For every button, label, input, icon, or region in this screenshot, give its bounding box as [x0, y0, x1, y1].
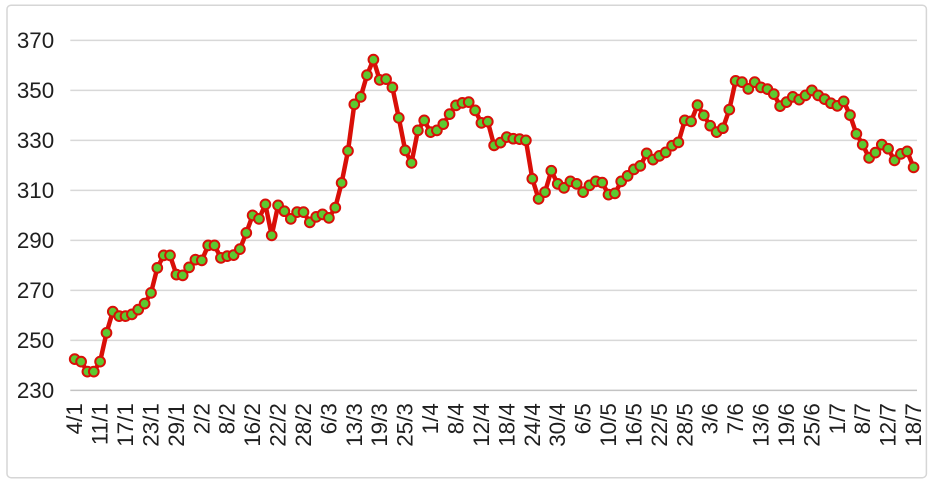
svg-text:18/4: 18/4: [494, 403, 519, 447]
svg-text:290: 290: [17, 228, 54, 253]
svg-text:2/2: 2/2: [189, 403, 214, 434]
svg-text:16/5: 16/5: [621, 403, 646, 447]
svg-text:17/1: 17/1: [113, 403, 138, 447]
svg-text:22/5: 22/5: [647, 403, 672, 447]
svg-text:230: 230: [17, 378, 54, 403]
svg-text:25/3: 25/3: [393, 403, 418, 447]
svg-text:28/2: 28/2: [291, 403, 316, 447]
svg-text:250: 250: [17, 328, 54, 353]
svg-text:16/2: 16/2: [240, 403, 265, 447]
svg-text:310: 310: [17, 178, 54, 203]
svg-text:28/5: 28/5: [672, 403, 697, 447]
svg-text:350: 350: [17, 78, 54, 103]
svg-text:330: 330: [17, 128, 54, 153]
svg-text:6/5: 6/5: [571, 403, 596, 434]
svg-text:3/6: 3/6: [698, 403, 723, 434]
svg-text:13/6: 13/6: [749, 403, 774, 447]
svg-text:4/1: 4/1: [62, 403, 87, 434]
svg-text:8/4: 8/4: [444, 403, 469, 434]
svg-text:24/4: 24/4: [520, 403, 545, 447]
svg-text:12/7: 12/7: [876, 403, 901, 447]
svg-text:23/1: 23/1: [138, 403, 163, 447]
svg-text:18/7: 18/7: [901, 403, 926, 447]
svg-text:25/6: 25/6: [799, 403, 824, 447]
svg-text:7/6: 7/6: [723, 403, 748, 434]
svg-text:270: 270: [17, 278, 54, 303]
svg-text:13/3: 13/3: [342, 403, 367, 447]
svg-text:1/7: 1/7: [825, 403, 850, 434]
svg-text:11/1: 11/1: [88, 403, 113, 445]
svg-text:10/5: 10/5: [596, 403, 621, 447]
svg-text:12/4: 12/4: [469, 403, 494, 447]
svg-text:370: 370: [17, 28, 54, 53]
svg-text:19/6: 19/6: [774, 403, 799, 447]
svg-text:1/4: 1/4: [418, 403, 443, 434]
svg-text:19/3: 19/3: [367, 403, 392, 447]
svg-text:22/2: 22/2: [266, 403, 291, 447]
svg-text:30/4: 30/4: [545, 403, 570, 447]
svg-text:29/1: 29/1: [164, 403, 189, 447]
svg-text:6/3: 6/3: [316, 403, 341, 434]
svg-text:8/2: 8/2: [215, 403, 240, 434]
svg-text:8/7: 8/7: [850, 403, 875, 434]
